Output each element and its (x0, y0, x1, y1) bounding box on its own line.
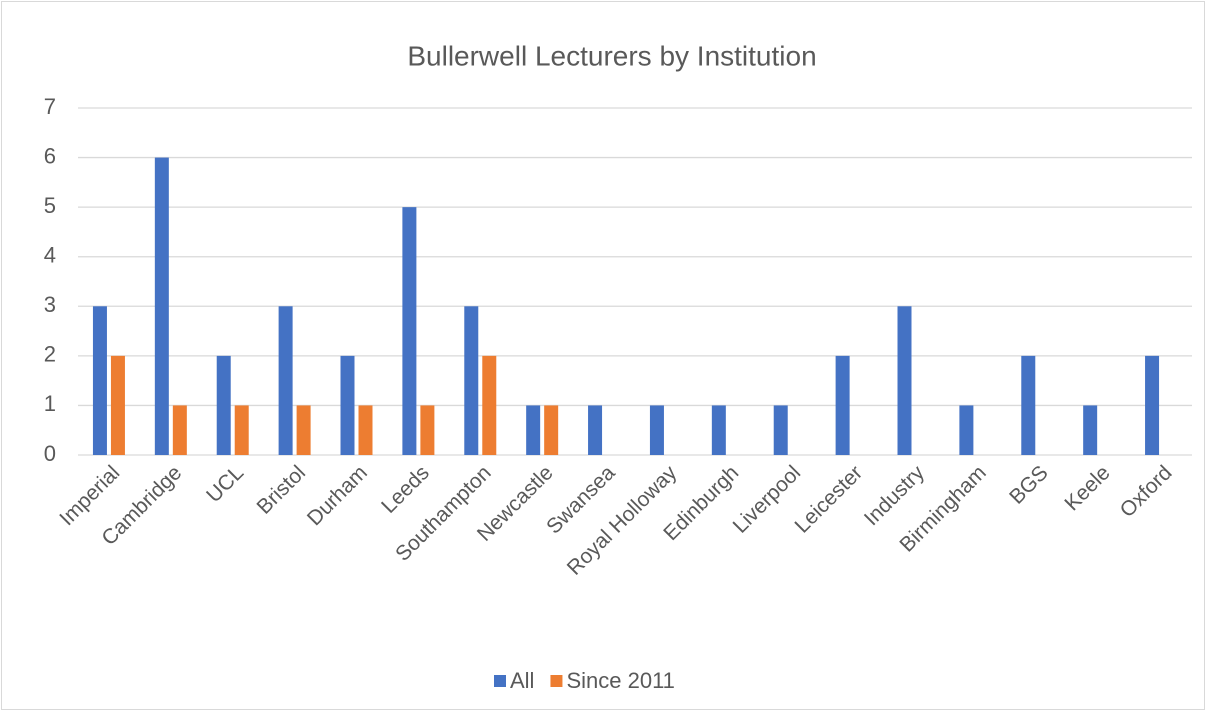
bar (773, 405, 788, 455)
y-tick-label: 5 (44, 193, 56, 218)
bar (544, 405, 559, 455)
y-tick-label: 3 (44, 292, 56, 317)
legend-label: Since 2011 (566, 668, 674, 693)
bar (92, 306, 107, 455)
y-tick-label: 6 (44, 143, 56, 168)
bar (216, 355, 231, 455)
legend-swatch (494, 675, 506, 687)
bar (154, 157, 169, 456)
chart-title: Bullerwell Lecturers by Institution (407, 40, 816, 71)
bar (959, 405, 974, 455)
bar (835, 355, 850, 455)
bar (340, 355, 355, 455)
bar (649, 405, 664, 455)
y-tick-label: 7 (44, 94, 56, 119)
bar (172, 405, 187, 455)
legend-swatch (550, 675, 563, 687)
y-tick-label: 4 (44, 243, 56, 268)
bar (402, 207, 417, 455)
bar (110, 355, 125, 455)
bar (588, 405, 603, 455)
y-tick-label: 0 (44, 441, 56, 466)
bar (526, 405, 541, 455)
bar (897, 306, 912, 455)
bar (464, 306, 479, 455)
y-tick-label: 1 (44, 391, 56, 416)
bar (296, 405, 311, 455)
bar (358, 405, 373, 455)
y-tick-label: 2 (44, 342, 56, 367)
bar (1145, 355, 1160, 455)
legend-label: All (510, 668, 534, 693)
bar (420, 405, 435, 455)
bar (482, 355, 497, 455)
bar (1083, 405, 1098, 455)
bar (711, 405, 726, 455)
bar (234, 405, 249, 455)
bar (278, 306, 293, 455)
bar (1021, 355, 1036, 455)
